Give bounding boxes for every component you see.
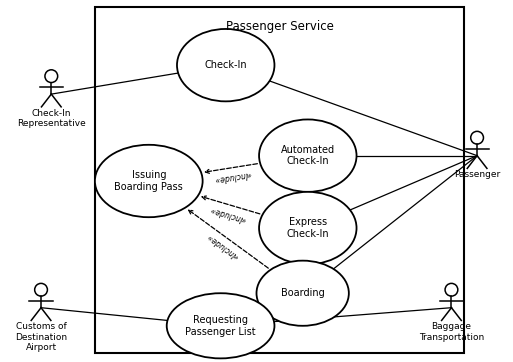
Text: Customs of
Destination
Airport: Customs of Destination Airport [15,322,67,352]
Text: «Include»: «Include» [213,169,251,184]
Text: Baggage
Transportation: Baggage Transportation [419,322,484,342]
Text: Automated
Check-In: Automated Check-In [281,145,335,167]
Ellipse shape [471,131,483,144]
FancyArrowPatch shape [189,210,268,268]
Text: Issuing
Boarding Pass: Issuing Boarding Pass [114,170,183,192]
Ellipse shape [45,70,57,83]
FancyArrowPatch shape [205,164,258,173]
Text: Check-In
Representative: Check-In Representative [17,109,86,128]
Text: Passenger: Passenger [454,170,500,179]
Text: Requesting
Passenger List: Requesting Passenger List [185,315,256,337]
Ellipse shape [35,283,47,296]
Ellipse shape [445,283,458,296]
FancyArrowPatch shape [202,196,260,214]
Ellipse shape [259,119,357,192]
Text: Check-In: Check-In [204,60,247,70]
Ellipse shape [259,192,357,264]
Text: «Include»: «Include» [205,231,241,261]
Text: Boarding: Boarding [281,288,325,298]
Ellipse shape [167,293,274,358]
Text: Passenger Service: Passenger Service [226,20,333,33]
Ellipse shape [177,29,274,101]
Bar [95,7,464,353]
Text: «Include»: «Include» [208,204,247,223]
Text: Express
Check-In: Express Check-In [286,217,329,239]
Ellipse shape [95,145,203,217]
Ellipse shape [256,261,349,326]
